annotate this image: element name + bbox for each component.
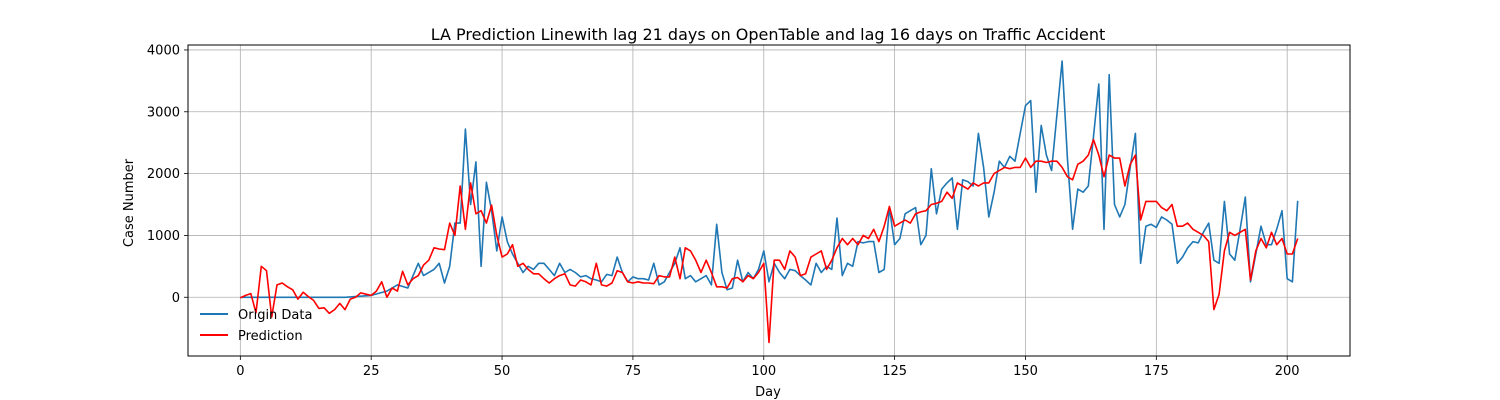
y-tick-label: 3000 bbox=[147, 105, 180, 120]
x-tick-label: 50 bbox=[494, 364, 511, 379]
x-tick-label: 25 bbox=[363, 364, 380, 379]
x-tick-label: 175 bbox=[1144, 364, 1169, 379]
x-tick-label: 150 bbox=[1013, 364, 1038, 379]
legend-label-origin-data: Origin Data bbox=[238, 308, 312, 323]
x-tick-label: 125 bbox=[882, 364, 907, 379]
chart-title: LA Prediction Linewith lag 21 days on Op… bbox=[431, 25, 1106, 44]
y-tick-label: 4000 bbox=[147, 43, 180, 58]
legend-label-prediction: Prediction bbox=[238, 329, 303, 344]
y-tick-label: 2000 bbox=[147, 167, 180, 182]
series-line-origin-data bbox=[240, 60, 1299, 299]
plot-frame bbox=[187, 44, 1351, 357]
y-tick-label: 0 bbox=[172, 291, 180, 306]
x-tick-label: 75 bbox=[625, 364, 642, 379]
x-tick-label: 200 bbox=[1275, 364, 1300, 379]
y-axis-label: Case Number bbox=[122, 158, 137, 247]
y-tick-label: 1000 bbox=[147, 229, 180, 244]
x-tick-label: 0 bbox=[236, 364, 244, 379]
series-line-prediction bbox=[239, 138, 1299, 344]
x-tick-label: 100 bbox=[751, 364, 776, 379]
x-axis-label: Day bbox=[755, 385, 781, 400]
legend: Origin Data Prediction bbox=[200, 308, 312, 344]
grid-lines bbox=[188, 45, 1350, 356]
series-lines bbox=[239, 60, 1299, 344]
